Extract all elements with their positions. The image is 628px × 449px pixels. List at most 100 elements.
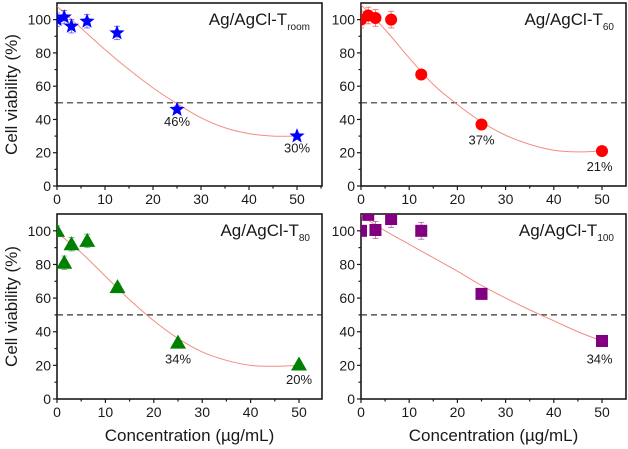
x-tick-label: 0 <box>53 191 61 207</box>
y-tick-label: 40 <box>339 111 355 127</box>
x-tick-label: 10 <box>98 404 114 420</box>
data-point-triangle <box>109 279 126 294</box>
y-tick-label: 80 <box>339 256 355 272</box>
x-tick-label: 30 <box>194 404 210 420</box>
y-tick-label: 40 <box>35 111 51 127</box>
x-tick-label: 20 <box>450 191 466 207</box>
y-tick-label: 40 <box>35 324 51 340</box>
value-annotation: 37% <box>468 132 494 147</box>
data-point-square <box>475 287 488 300</box>
data-point-star <box>169 101 185 116</box>
x-tick-label: 0 <box>357 404 365 420</box>
value-annotation: 30% <box>284 141 310 156</box>
panel-bottom-right: 0 20 40 60 80 100 0 10 20 30 40 50 34% Ag/AgCl-T100 Co… <box>332 213 627 445</box>
y-axis-title: Cell viability (%) <box>2 246 21 367</box>
x-tick-label: 0 <box>53 404 61 420</box>
panel-title-subscript: 80 <box>299 233 311 244</box>
y-tick-label: 100 <box>28 12 52 28</box>
data-point-square <box>361 224 367 237</box>
x-tick-label: 10 <box>401 404 417 420</box>
data-points <box>361 214 608 347</box>
y-tick-label: 100 <box>28 223 52 239</box>
y-tick-label: 80 <box>35 256 51 272</box>
data-point-star <box>57 9 72 24</box>
y-axis-title: Cell viability (%) <box>2 34 21 155</box>
y-tick-label: 60 <box>339 78 355 94</box>
data-point-circle <box>475 118 488 131</box>
x-tick-label: 20 <box>146 404 162 420</box>
data-point-circle <box>415 68 428 81</box>
fit-curve <box>361 215 603 342</box>
y-tick-label: 0 <box>347 178 355 194</box>
value-annotation: 34% <box>165 352 191 367</box>
panel-title: Ag/AgCl-T60 <box>524 10 614 33</box>
y-tick-label: 20 <box>339 357 355 373</box>
value-annotation: 21% <box>587 159 613 174</box>
data-point-triangle <box>79 232 96 247</box>
y-tick-label: 100 <box>332 12 356 28</box>
data-point-square <box>415 224 428 237</box>
data-point-star <box>289 128 305 143</box>
x-tick-label: 40 <box>243 404 259 420</box>
y-tick-label: 80 <box>35 45 51 61</box>
y-tick-label: 40 <box>339 324 355 340</box>
plot-frame <box>360 213 627 400</box>
x-tick-label: 30 <box>498 404 514 420</box>
x-axis-title: Concentration (µg/mL) <box>105 426 274 445</box>
data-point-square <box>385 214 398 226</box>
data-point-star <box>79 13 95 28</box>
x-tick-label: 0 <box>357 191 365 207</box>
plot-frame <box>56 213 323 400</box>
y-tick-label: 60 <box>339 290 355 306</box>
panel-title-main: Ag/AgCl-T <box>220 221 298 240</box>
value-annotation: 46% <box>164 114 190 129</box>
x-tick-label: 30 <box>193 191 209 207</box>
data-point-star <box>63 18 80 33</box>
data-point-circle <box>596 145 608 158</box>
y-tick-label: 20 <box>35 145 51 161</box>
x-axis-title: Concentration (µg/mL) <box>409 426 578 445</box>
panel-top-left: 0 20 40 60 80 100 0 10 20 30 40 50 46% 30% Ag/AgCl-Tro… <box>2 2 323 207</box>
x-tick-label: 50 <box>594 191 610 207</box>
panel-title-main: Ag/AgCl-T <box>524 10 602 29</box>
panel-title-subscript: 100 <box>597 233 614 244</box>
x-tick-label: 30 <box>498 191 514 207</box>
data-point-triangle <box>57 222 65 237</box>
x-tick-label: 10 <box>97 191 113 207</box>
data-point-square <box>369 223 382 236</box>
y-tick-label: 60 <box>35 290 51 306</box>
y-tick-label: 0 <box>43 178 51 194</box>
panel-title: Ag/AgCl-T100 <box>519 221 615 244</box>
plot-frame <box>360 2 627 187</box>
x-tick-label: 20 <box>450 404 466 420</box>
x-tick-label: 50 <box>291 404 307 420</box>
y-tick-label: 20 <box>35 357 51 373</box>
value-annotation: 34% <box>587 352 613 367</box>
y-tick-label: 0 <box>347 391 355 407</box>
panel-title: Ag/AgCl-Troom <box>209 10 310 33</box>
value-annotation: 20% <box>286 372 312 387</box>
panel-title-main: Ag/AgCl-T <box>519 221 597 240</box>
x-tick-label: 40 <box>546 404 562 420</box>
data-point-square <box>362 214 375 221</box>
data-points <box>57 9 305 143</box>
plot-frame <box>56 2 323 187</box>
y-tick-label: 20 <box>339 145 355 161</box>
panel-title-subscript: 60 <box>603 22 615 33</box>
panel-title: Ag/AgCl-T80 <box>220 221 310 244</box>
data-point-circle <box>385 13 398 26</box>
x-tick-label: 20 <box>145 191 161 207</box>
data-point-triangle <box>170 334 186 349</box>
data-points <box>361 6 608 158</box>
x-tick-label: 40 <box>241 191 257 207</box>
data-point-triangle <box>63 236 80 251</box>
x-tick-label: 50 <box>594 404 610 420</box>
x-tick-label: 50 <box>289 191 305 207</box>
x-tick-label: 10 <box>401 191 417 207</box>
data-point-triangle <box>57 254 73 269</box>
y-tick-label: 60 <box>35 78 51 94</box>
y-tick-label: 80 <box>339 45 355 61</box>
